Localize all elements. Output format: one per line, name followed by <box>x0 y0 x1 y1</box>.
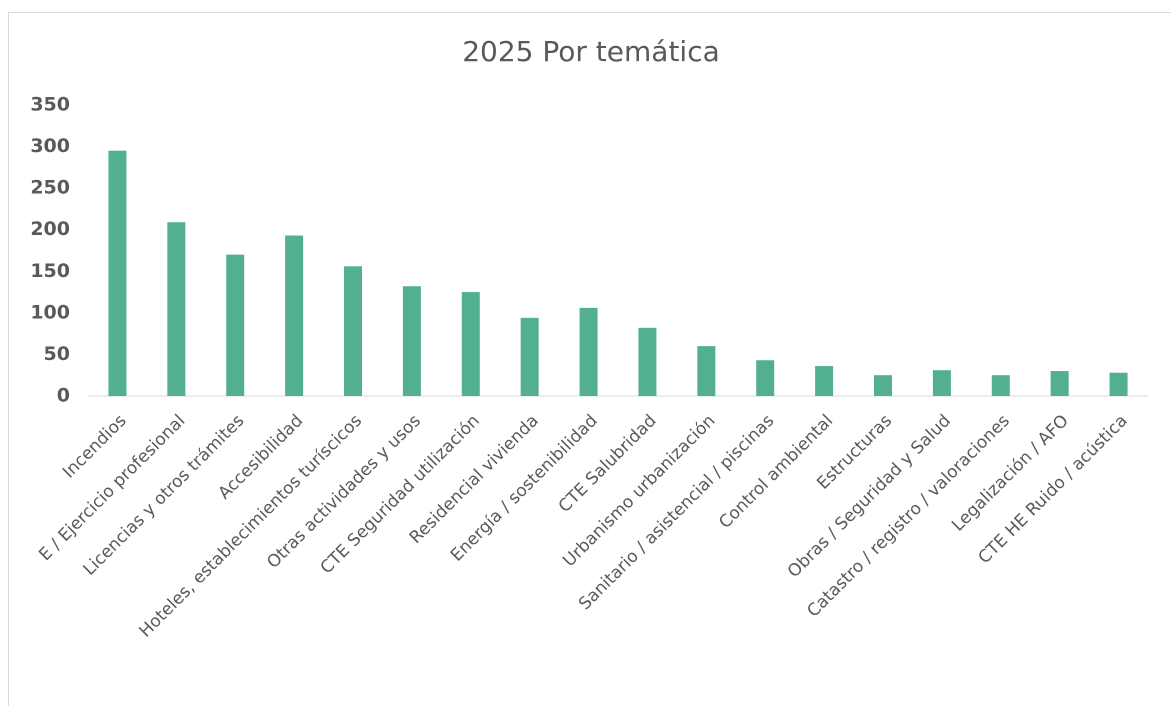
bar <box>520 317 539 396</box>
x-tick-label: Hoteles, establecimientos turíscicos <box>135 411 366 642</box>
y-tick-label: 200 <box>30 218 70 240</box>
bar <box>1109 372 1128 396</box>
bar <box>638 327 657 396</box>
bar <box>167 222 186 396</box>
y-tick-label: 350 <box>30 94 70 116</box>
y-tick-label: 100 <box>30 301 70 323</box>
bar <box>285 235 304 396</box>
y-tick-label: 150 <box>30 260 70 282</box>
chart-title: 2025 Por temática <box>462 35 720 68</box>
bar <box>1050 371 1069 396</box>
bar <box>874 375 892 396</box>
bar <box>402 286 421 396</box>
y-tick-label: 300 <box>30 135 70 157</box>
bar <box>697 346 716 396</box>
y-tick-label: 0 <box>57 385 70 407</box>
bar <box>108 150 127 396</box>
bar <box>579 307 598 396</box>
y-tick-label: 250 <box>30 177 70 199</box>
y-tick-label: 50 <box>44 343 70 365</box>
x-tick-label: Control ambiental <box>715 411 837 533</box>
bar <box>756 360 775 396</box>
bar <box>815 366 834 396</box>
bar <box>344 266 362 396</box>
bar <box>461 292 480 396</box>
chart-border <box>8 12 1171 706</box>
bar <box>226 254 245 396</box>
bar <box>932 370 951 396</box>
bar <box>991 375 1010 396</box>
